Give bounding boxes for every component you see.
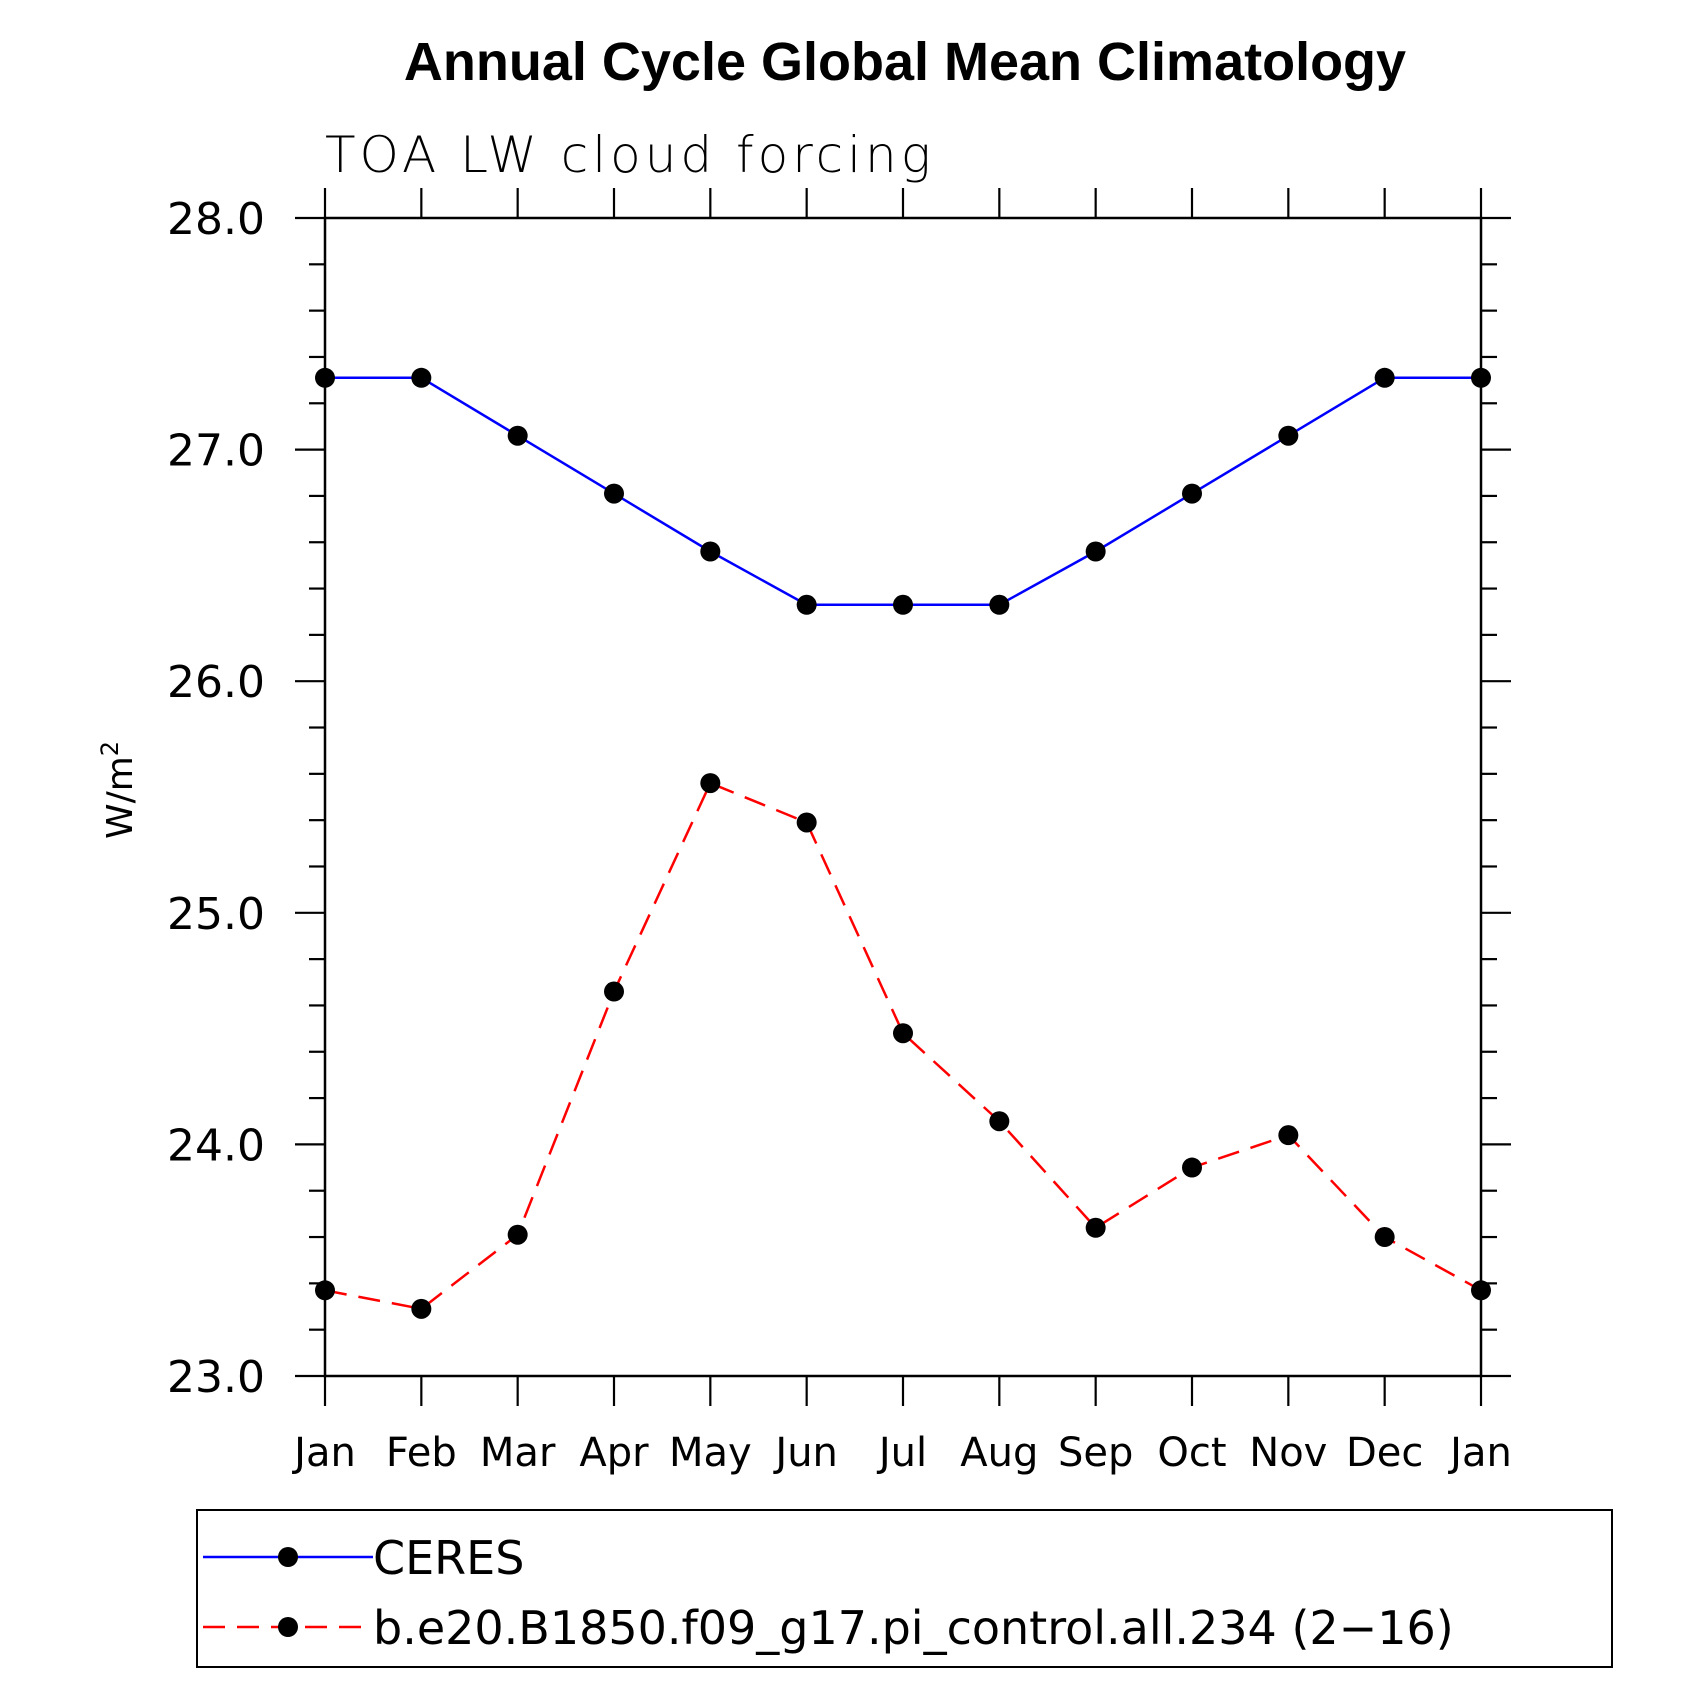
series-1-point [604,981,624,1002]
y-tick-label: 26.0 [167,657,265,708]
y-tick-label: 25.0 [167,889,265,940]
chart-title: Annual Cycle Global Mean Climatology [404,32,1406,92]
legend-box [196,1509,1613,1668]
x-tick-label: Feb [386,1430,457,1476]
legend-label-1: b.e20.B1850.f09_g17.pi_control.all.234 (… [373,1601,1454,1655]
series-line-0 [325,376,1481,607]
y-tick-label: 27.0 [167,426,265,477]
x-tick-label: Nov [1249,1430,1327,1476]
x-tick-label: Mar [480,1430,556,1476]
legend-label-0: CERES [373,1531,524,1585]
legend: CERES b.e20.B1850.f09_g17.pi_control.all.… [196,1509,1613,1668]
series-0-point [604,483,624,504]
series-0-point [796,594,817,615]
series-0-point [315,367,335,388]
x-tick-label: Sep [1058,1430,1133,1476]
y-tick-label: 23.0 [167,1352,265,1403]
y-axis-label-text: W/m [100,756,141,839]
x-tick-label: Jan [291,1430,356,1476]
series-0-point [507,425,528,446]
y-axis-label: W/m2 [96,741,141,839]
series-1-point [1085,1217,1106,1238]
chart-subtitle: TOA LW cloud forcing [325,126,935,184]
x-tick-label: Aug [960,1430,1038,1476]
series-line-1 [324,781,1482,1311]
legend-marker-0 [278,1547,298,1567]
series-1-point [1278,1125,1299,1146]
legend-marker-1 [278,1617,298,1637]
y-tick-label: 24.0 [167,1120,265,1171]
legend-entries: CERES b.e20.B1850.f09_g17.pi_control.all.… [203,1531,1454,1655]
series-0-point [1278,425,1299,446]
x-tick-label: May [669,1430,752,1476]
series-0-point [989,594,1010,615]
plot-frame [323,216,1483,1378]
svg-text:W/m2: W/m2 [96,741,141,839]
series-1-point [1182,1157,1202,1178]
x-tick-label: Jun [772,1430,838,1476]
series-1-point [893,1023,913,1044]
y-axis-label-superscript: 2 [96,741,124,756]
series-0-point [1374,367,1395,388]
series-1-point [989,1111,1010,1132]
series-1-point [700,773,721,794]
series-0-point [893,594,913,615]
series-0-point [1182,483,1202,504]
x-tick-label: Apr [579,1430,649,1476]
y-tick-label: 28.0 [167,194,265,245]
y-axis: 23.0 24.0 25.0 26.0 27.0 28.0 [167,194,1511,1403]
series-1-point [1374,1227,1395,1248]
x-tick-label: Jan [1447,1430,1512,1476]
x-axis: Jan Feb Mar Apr May Jun Jul Aug Sep Oct Nov Dec Jan [291,188,1512,1476]
series-1-point [1471,1280,1491,1301]
series-1-point [796,812,817,833]
series-0-point [1471,367,1491,388]
series-1-point [507,1224,528,1245]
series-0-point [411,367,432,388]
series-layer [315,367,1491,1319]
x-tick-label: Jul [876,1430,927,1476]
series-1-point [315,1280,335,1301]
x-tick-label: Oct [1157,1430,1226,1476]
series-1-point [411,1298,432,1319]
series-0-point [1085,541,1106,562]
x-tick-label: Dec [1346,1430,1423,1476]
series-0-point [700,541,721,562]
